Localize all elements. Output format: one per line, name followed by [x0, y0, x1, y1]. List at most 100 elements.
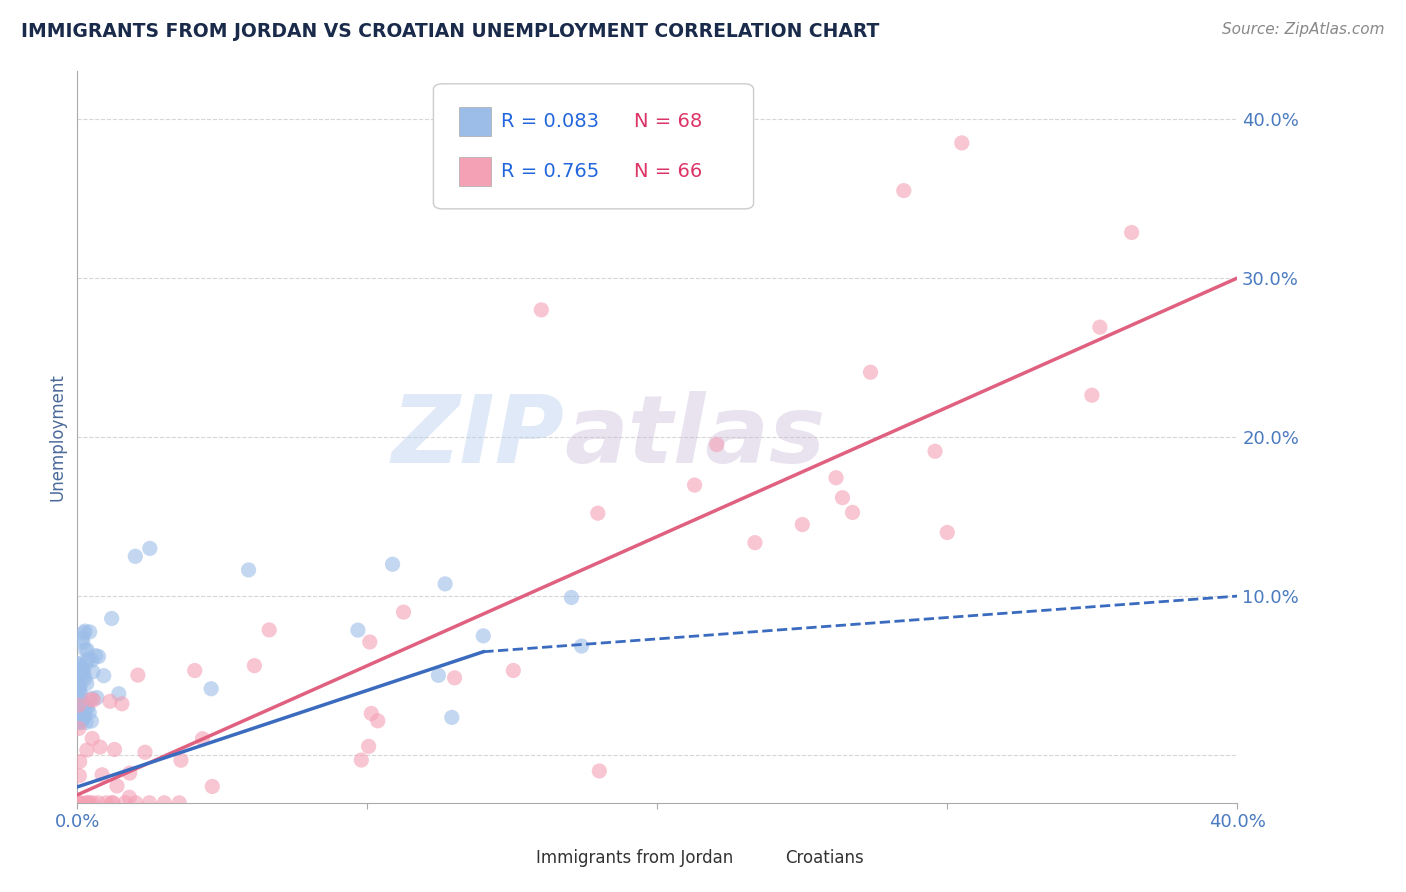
Point [75, 656, 97, 670]
Point [82, 665, 104, 679]
Point [792, 517, 814, 532]
Point [76, 796, 98, 810]
Point [83, 693, 105, 707]
Point [588, 764, 610, 778]
Point [73, 665, 96, 679]
Point [66, 673, 89, 688]
Point [434, 577, 457, 591]
Point [427, 668, 450, 682]
Point [200, 681, 222, 696]
Point [392, 605, 415, 619]
Point [101, 796, 124, 810]
Point [75, 643, 97, 657]
Point [67, 689, 90, 703]
Point [67, 769, 90, 783]
Point [243, 658, 266, 673]
Point [73, 625, 96, 640]
Point [360, 706, 382, 721]
Point [91, 768, 114, 782]
Point [76, 743, 98, 757]
Point [82, 796, 104, 810]
Text: N = 68: N = 68 [634, 112, 703, 131]
Point [936, 525, 959, 540]
Point [79, 624, 101, 639]
Point [359, 635, 381, 649]
Point [66, 715, 89, 730]
Point [72, 669, 94, 683]
Point [101, 796, 124, 810]
Point [86, 690, 108, 705]
Point [70, 714, 93, 729]
FancyBboxPatch shape [489, 846, 529, 870]
Point [443, 671, 465, 685]
Point [114, 796, 136, 810]
Point [67, 657, 90, 672]
Point [96, 796, 118, 810]
Text: N = 66: N = 66 [634, 161, 703, 181]
Point [124, 796, 146, 810]
Point [69, 693, 91, 707]
Point [138, 796, 160, 810]
Point [950, 136, 973, 150]
Text: R = 0.765: R = 0.765 [501, 161, 599, 181]
Point [347, 623, 370, 637]
Point [153, 796, 176, 810]
Point [75, 796, 97, 810]
Point [75, 701, 97, 715]
Point [75, 715, 97, 730]
Point [84, 648, 107, 663]
Point [73, 708, 96, 723]
Point [571, 639, 593, 653]
Text: atlas: atlas [565, 391, 825, 483]
Point [87, 649, 110, 664]
FancyBboxPatch shape [738, 846, 778, 870]
Text: Source: ZipAtlas.com: Source: ZipAtlas.com [1222, 22, 1385, 37]
Point [1088, 320, 1111, 334]
Point [87, 796, 110, 810]
Point [191, 731, 214, 746]
Point [127, 668, 149, 682]
Point [82, 731, 104, 746]
Point [139, 541, 162, 556]
Point [238, 563, 260, 577]
Point [69, 755, 91, 769]
Point [67, 796, 90, 810]
Point [89, 740, 111, 755]
Point [93, 668, 115, 682]
Point [357, 739, 380, 754]
Point [170, 753, 193, 767]
Point [76, 676, 98, 690]
Point [79, 796, 101, 810]
Point [105, 779, 128, 793]
Point [134, 745, 156, 759]
Point [66, 714, 89, 728]
Point [76, 643, 98, 657]
Point [560, 591, 582, 605]
Point [472, 629, 495, 643]
Text: Croatians: Croatians [785, 848, 863, 867]
Point [167, 796, 190, 810]
Point [79, 706, 101, 720]
Point [841, 505, 863, 519]
Point [72, 635, 94, 649]
Point [367, 714, 389, 728]
Point [1121, 226, 1143, 240]
Point [107, 687, 129, 701]
Point [80, 692, 103, 706]
Text: Immigrants from Jordan: Immigrants from Jordan [536, 848, 733, 867]
Point [75, 672, 97, 686]
Point [831, 491, 853, 505]
Point [118, 766, 141, 780]
Point [77, 652, 100, 666]
Point [69, 715, 91, 730]
Point [184, 664, 207, 678]
Point [381, 558, 404, 572]
Point [75, 698, 97, 712]
Point [67, 722, 90, 736]
Point [67, 796, 90, 810]
Point [530, 302, 553, 317]
Point [924, 444, 946, 458]
FancyBboxPatch shape [458, 107, 492, 136]
Point [80, 714, 103, 728]
Point [73, 624, 96, 638]
